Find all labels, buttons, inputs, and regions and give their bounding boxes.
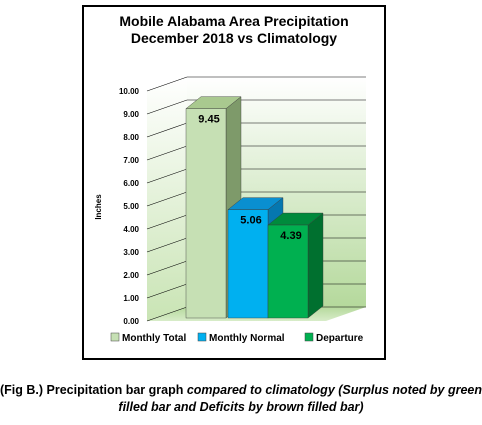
data-label: 9.45	[198, 114, 219, 126]
chart-title-line-1: Mobile Alabama Area Precipitation	[119, 13, 348, 29]
y-tick-label: 8.00	[123, 133, 139, 142]
y-tick-label: 4.00	[123, 225, 139, 234]
y-tick-label: 2.00	[123, 271, 139, 280]
legend-swatch	[110, 332, 120, 342]
bar	[185, 108, 227, 319]
y-axis-title: Inches	[94, 194, 103, 220]
bar	[227, 209, 269, 319]
bar	[267, 224, 309, 319]
y-tick-label: 6.00	[123, 179, 139, 188]
data-label: 4.39	[280, 230, 301, 242]
legend-label: Departure	[316, 333, 364, 344]
y-tick-label: 1.00	[123, 294, 139, 303]
y-tick-label: 9.00	[123, 110, 139, 119]
chart-frame: Mobile Alabama Area Precipitation Decemb…	[82, 5, 386, 360]
y-tick-label: 5.00	[123, 202, 139, 211]
caption-italic: compared to climatology (Surplus noted b…	[118, 383, 482, 414]
legend-label: Monthly Total	[122, 333, 186, 344]
figure-caption: (Fig B.) Precipitation bar graph compare…	[0, 382, 482, 416]
y-tick-label: 7.00	[123, 156, 139, 165]
caption-prefix: (Fig B.) Precipitation bar graph	[0, 383, 187, 397]
legend-label: Monthly Normal	[209, 333, 285, 344]
y-tick-label: 3.00	[123, 248, 139, 257]
bar-side	[307, 212, 324, 319]
legend: Monthly Total Monthly Normal Departure	[110, 332, 364, 344]
y-tick-label: 10.00	[119, 87, 140, 96]
gridline	[146, 99, 366, 115]
y-tick-label: 0.00	[123, 317, 139, 326]
chart-title-line-2: December 2018 vs Climatology	[131, 30, 337, 46]
gridline	[146, 76, 366, 92]
legend-swatch	[197, 332, 207, 342]
data-label: 5.06	[240, 215, 261, 227]
precipitation-bar-chart: Mobile Alabama Area Precipitation Decemb…	[94, 13, 366, 344]
legend-swatch	[304, 332, 314, 342]
plot-area: 0.00 1.00 2.00 3.00 4.00 5.00 6.00 7.00 8.00 9.00…	[119, 76, 366, 326]
